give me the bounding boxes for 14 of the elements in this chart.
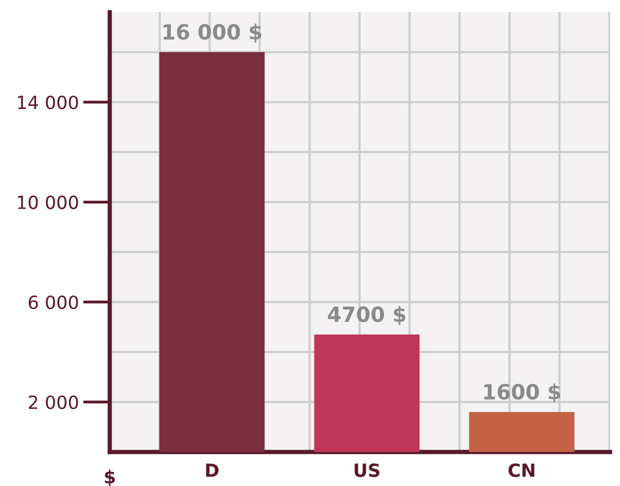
x-tick-label: CN — [508, 463, 534, 478]
x-tick-label: D — [206, 464, 219, 477]
y-tick-label: 10 000 — [18, 196, 78, 210]
x-tick-label: US — [354, 463, 380, 478]
bar — [159, 52, 265, 452]
y-tick-label: 14 000 — [18, 96, 78, 110]
y-tick-label: 2 000 — [28, 395, 78, 410]
bar — [469, 412, 574, 452]
data-label: 16 000 $ — [164, 24, 262, 43]
y-tick-label: 6 000 — [28, 295, 78, 310]
data-label: 4700 $ — [328, 306, 406, 325]
data-label: 1600 $ — [484, 384, 560, 402]
text: $ — [104, 470, 115, 486]
bar — [314, 334, 420, 452]
